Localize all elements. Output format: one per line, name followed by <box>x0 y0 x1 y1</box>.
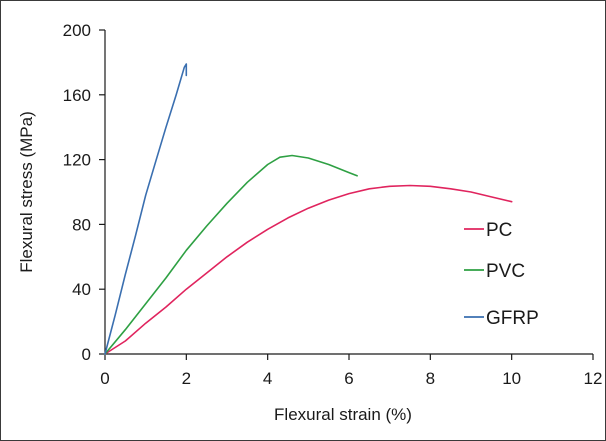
x-tick-label: 0 <box>100 369 109 388</box>
series-line-gfrp <box>104 63 188 355</box>
series-layer <box>104 63 513 355</box>
y-tick-label: 120 <box>63 151 91 170</box>
x-tick-label: 8 <box>426 369 435 388</box>
y-axis-title: Flexural stress (MPa) <box>17 111 36 273</box>
legend-label-gfrp: GFRP <box>486 308 539 329</box>
x-tick-label: 10 <box>502 369 521 388</box>
series-line-pc <box>104 184 513 355</box>
x-axis-title: Flexural strain (%) <box>274 405 412 424</box>
x-tick-label: 2 <box>182 369 191 388</box>
series-line-pvc <box>104 154 358 355</box>
legend-label-pvc: PVC <box>486 261 525 282</box>
y-tick-label: 40 <box>72 280 91 299</box>
y-tick-label: 0 <box>82 345 91 364</box>
x-tick-label: 4 <box>263 369 272 388</box>
legend: PC PVC GFRP <box>464 220 539 329</box>
y-tick-label: 200 <box>63 21 91 40</box>
y-tick-label: 80 <box>72 215 91 234</box>
legend-label-pc: PC <box>486 220 512 241</box>
y-tick-label: 160 <box>63 86 91 105</box>
x-tick-label: 6 <box>344 369 353 388</box>
x-tick-label: 12 <box>584 369 603 388</box>
